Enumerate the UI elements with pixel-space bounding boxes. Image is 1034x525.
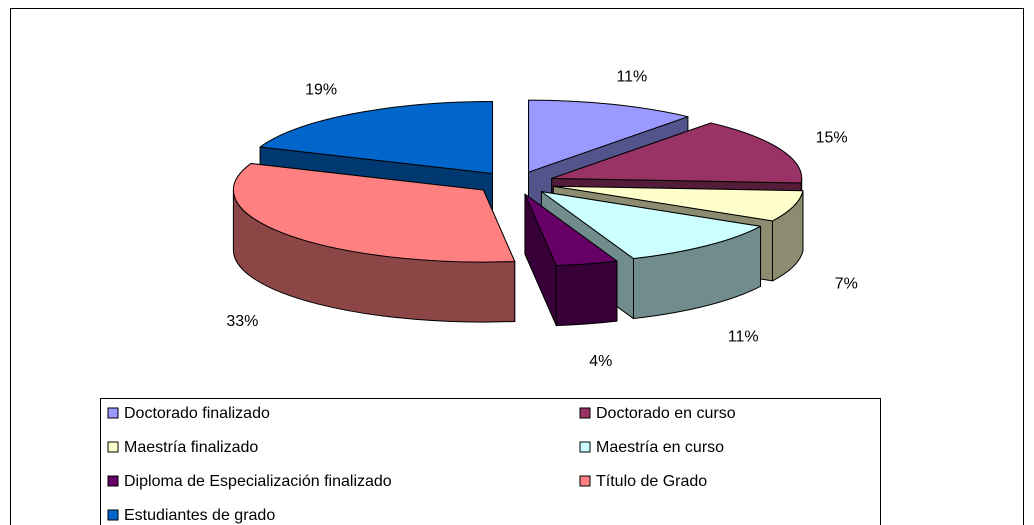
legend-swatch: [107, 509, 119, 521]
slice: [524, 193, 618, 267]
legend-swatch: [107, 475, 119, 487]
data-label: 4%: [589, 353, 612, 370]
data-label: 15%: [816, 130, 848, 147]
slice: [259, 100, 494, 174]
slice-wall: [555, 260, 618, 327]
legend-label: Maestría finalizado: [124, 439, 258, 456]
legend-label: Maestría en curso: [596, 439, 724, 456]
slice: [528, 99, 689, 173]
slice: [551, 122, 803, 184]
data-label: 11%: [616, 69, 647, 86]
data-label: 11%: [728, 328, 759, 345]
legend-label: Diploma de Especialización finalizado: [124, 473, 392, 490]
legend-swatch: [579, 441, 591, 453]
slice: [540, 191, 762, 260]
data-label: 33%: [226, 313, 258, 330]
legend-swatch: [579, 407, 591, 419]
slice: [232, 163, 516, 263]
legend-box: [100, 398, 881, 525]
legend-label: Doctorado en curso: [596, 405, 736, 422]
slice: [552, 185, 804, 222]
legend-swatch: [107, 407, 119, 419]
pie: 11% 15% 7% 11% 4% 33% 19%: [226, 69, 857, 370]
legend-swatch: [579, 475, 591, 487]
legend-label: Título de Grado: [596, 473, 707, 490]
data-label: 7%: [835, 276, 858, 293]
legend-label: Estudiantes de grado: [124, 507, 275, 524]
data-label: 19%: [305, 81, 337, 98]
legend-swatch: [107, 441, 119, 453]
legend: Doctorado finalizado Doctorado en curso Ma…: [107, 405, 736, 524]
legend-label: Doctorado finalizado: [124, 405, 270, 422]
